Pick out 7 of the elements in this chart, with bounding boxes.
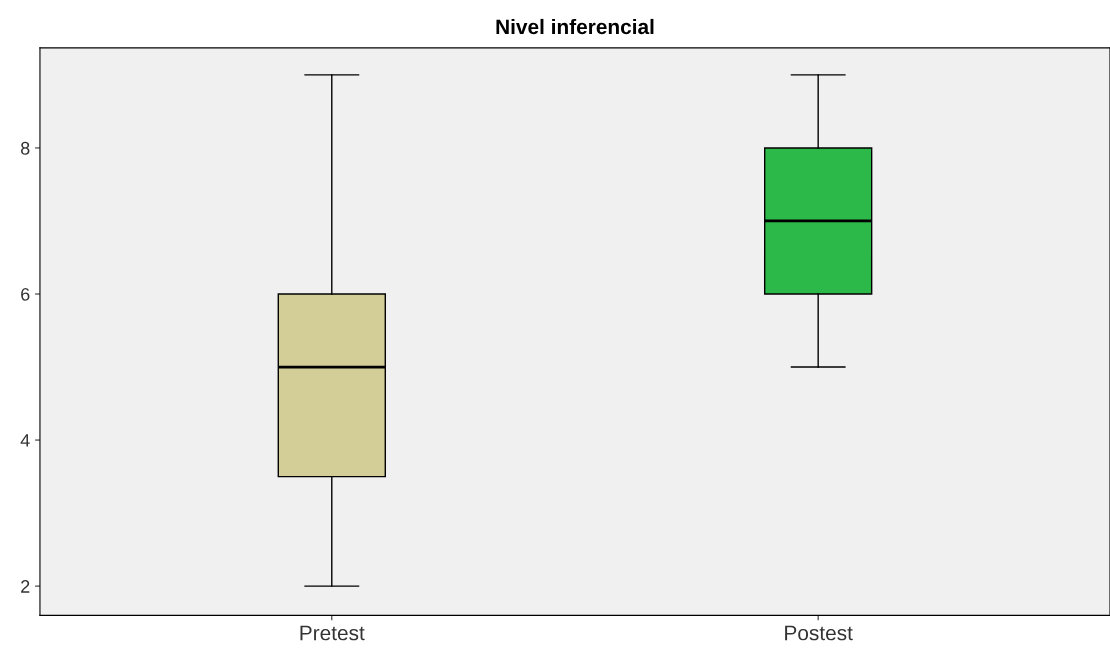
- y-tick-label: 6: [21, 287, 30, 301]
- y-tick-label: 8: [20, 141, 30, 155]
- x-tick-label: Postest: [785, 625, 853, 641]
- x-tick-label: Pretest: [300, 625, 365, 641]
- y-tick-label: 4: [20, 434, 30, 447]
- y-tick-label: 2: [21, 580, 30, 593]
- chart-title: Nivel inferencial: [496, 18, 654, 35]
